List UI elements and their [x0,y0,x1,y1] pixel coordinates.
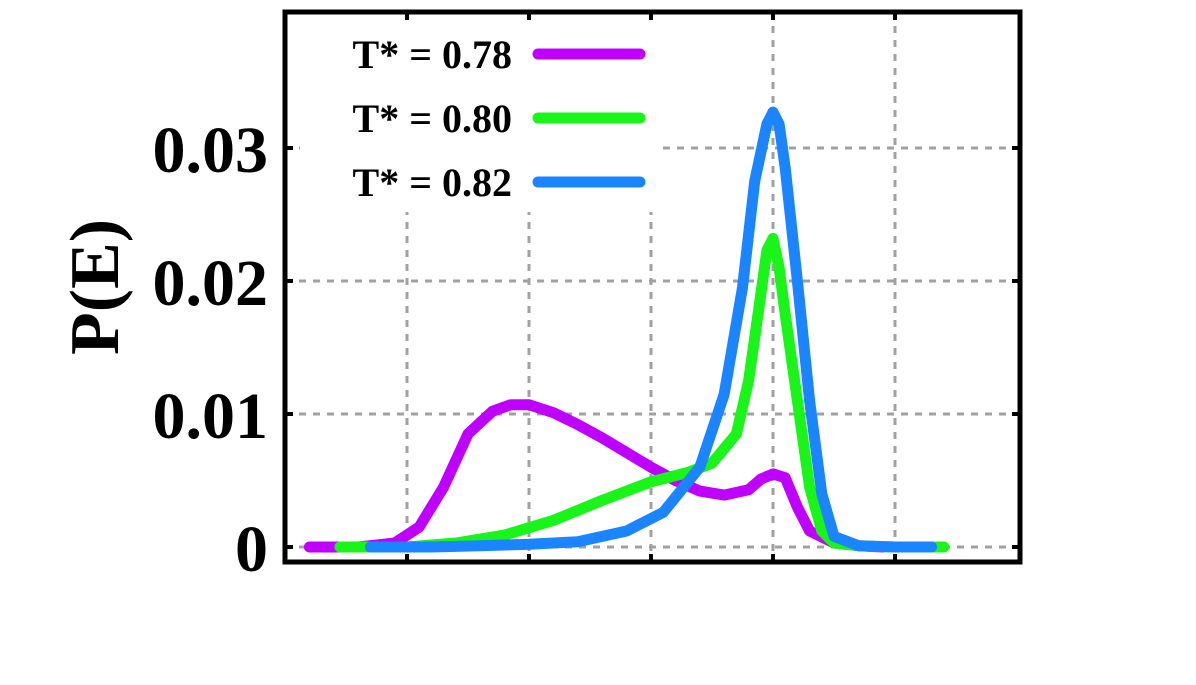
plot-series [303,106,950,553]
series-line-3 [364,106,938,553]
axis-ticks [285,12,1020,562]
legend-label-3: T* = 0.82 [353,160,512,205]
y-axis-label: P(E) [57,219,134,355]
legend-label-1: T* = 0.78 [353,32,512,77]
y-tick-label: 0.02 [153,247,269,320]
y-tick-label: 0.01 [153,380,269,453]
legend-label-2: T* = 0.80 [353,96,512,141]
series-line-2 [334,232,950,553]
legend: T* = 0.78 T* = 0.80 T* = 0.82 [353,32,646,205]
series-line-1 [303,399,889,553]
y-tick-labels: 0 0.01 0.02 0.03 [153,114,269,586]
y-tick-label: 0.03 [153,114,269,187]
y-tick-label: 0 [235,513,268,586]
